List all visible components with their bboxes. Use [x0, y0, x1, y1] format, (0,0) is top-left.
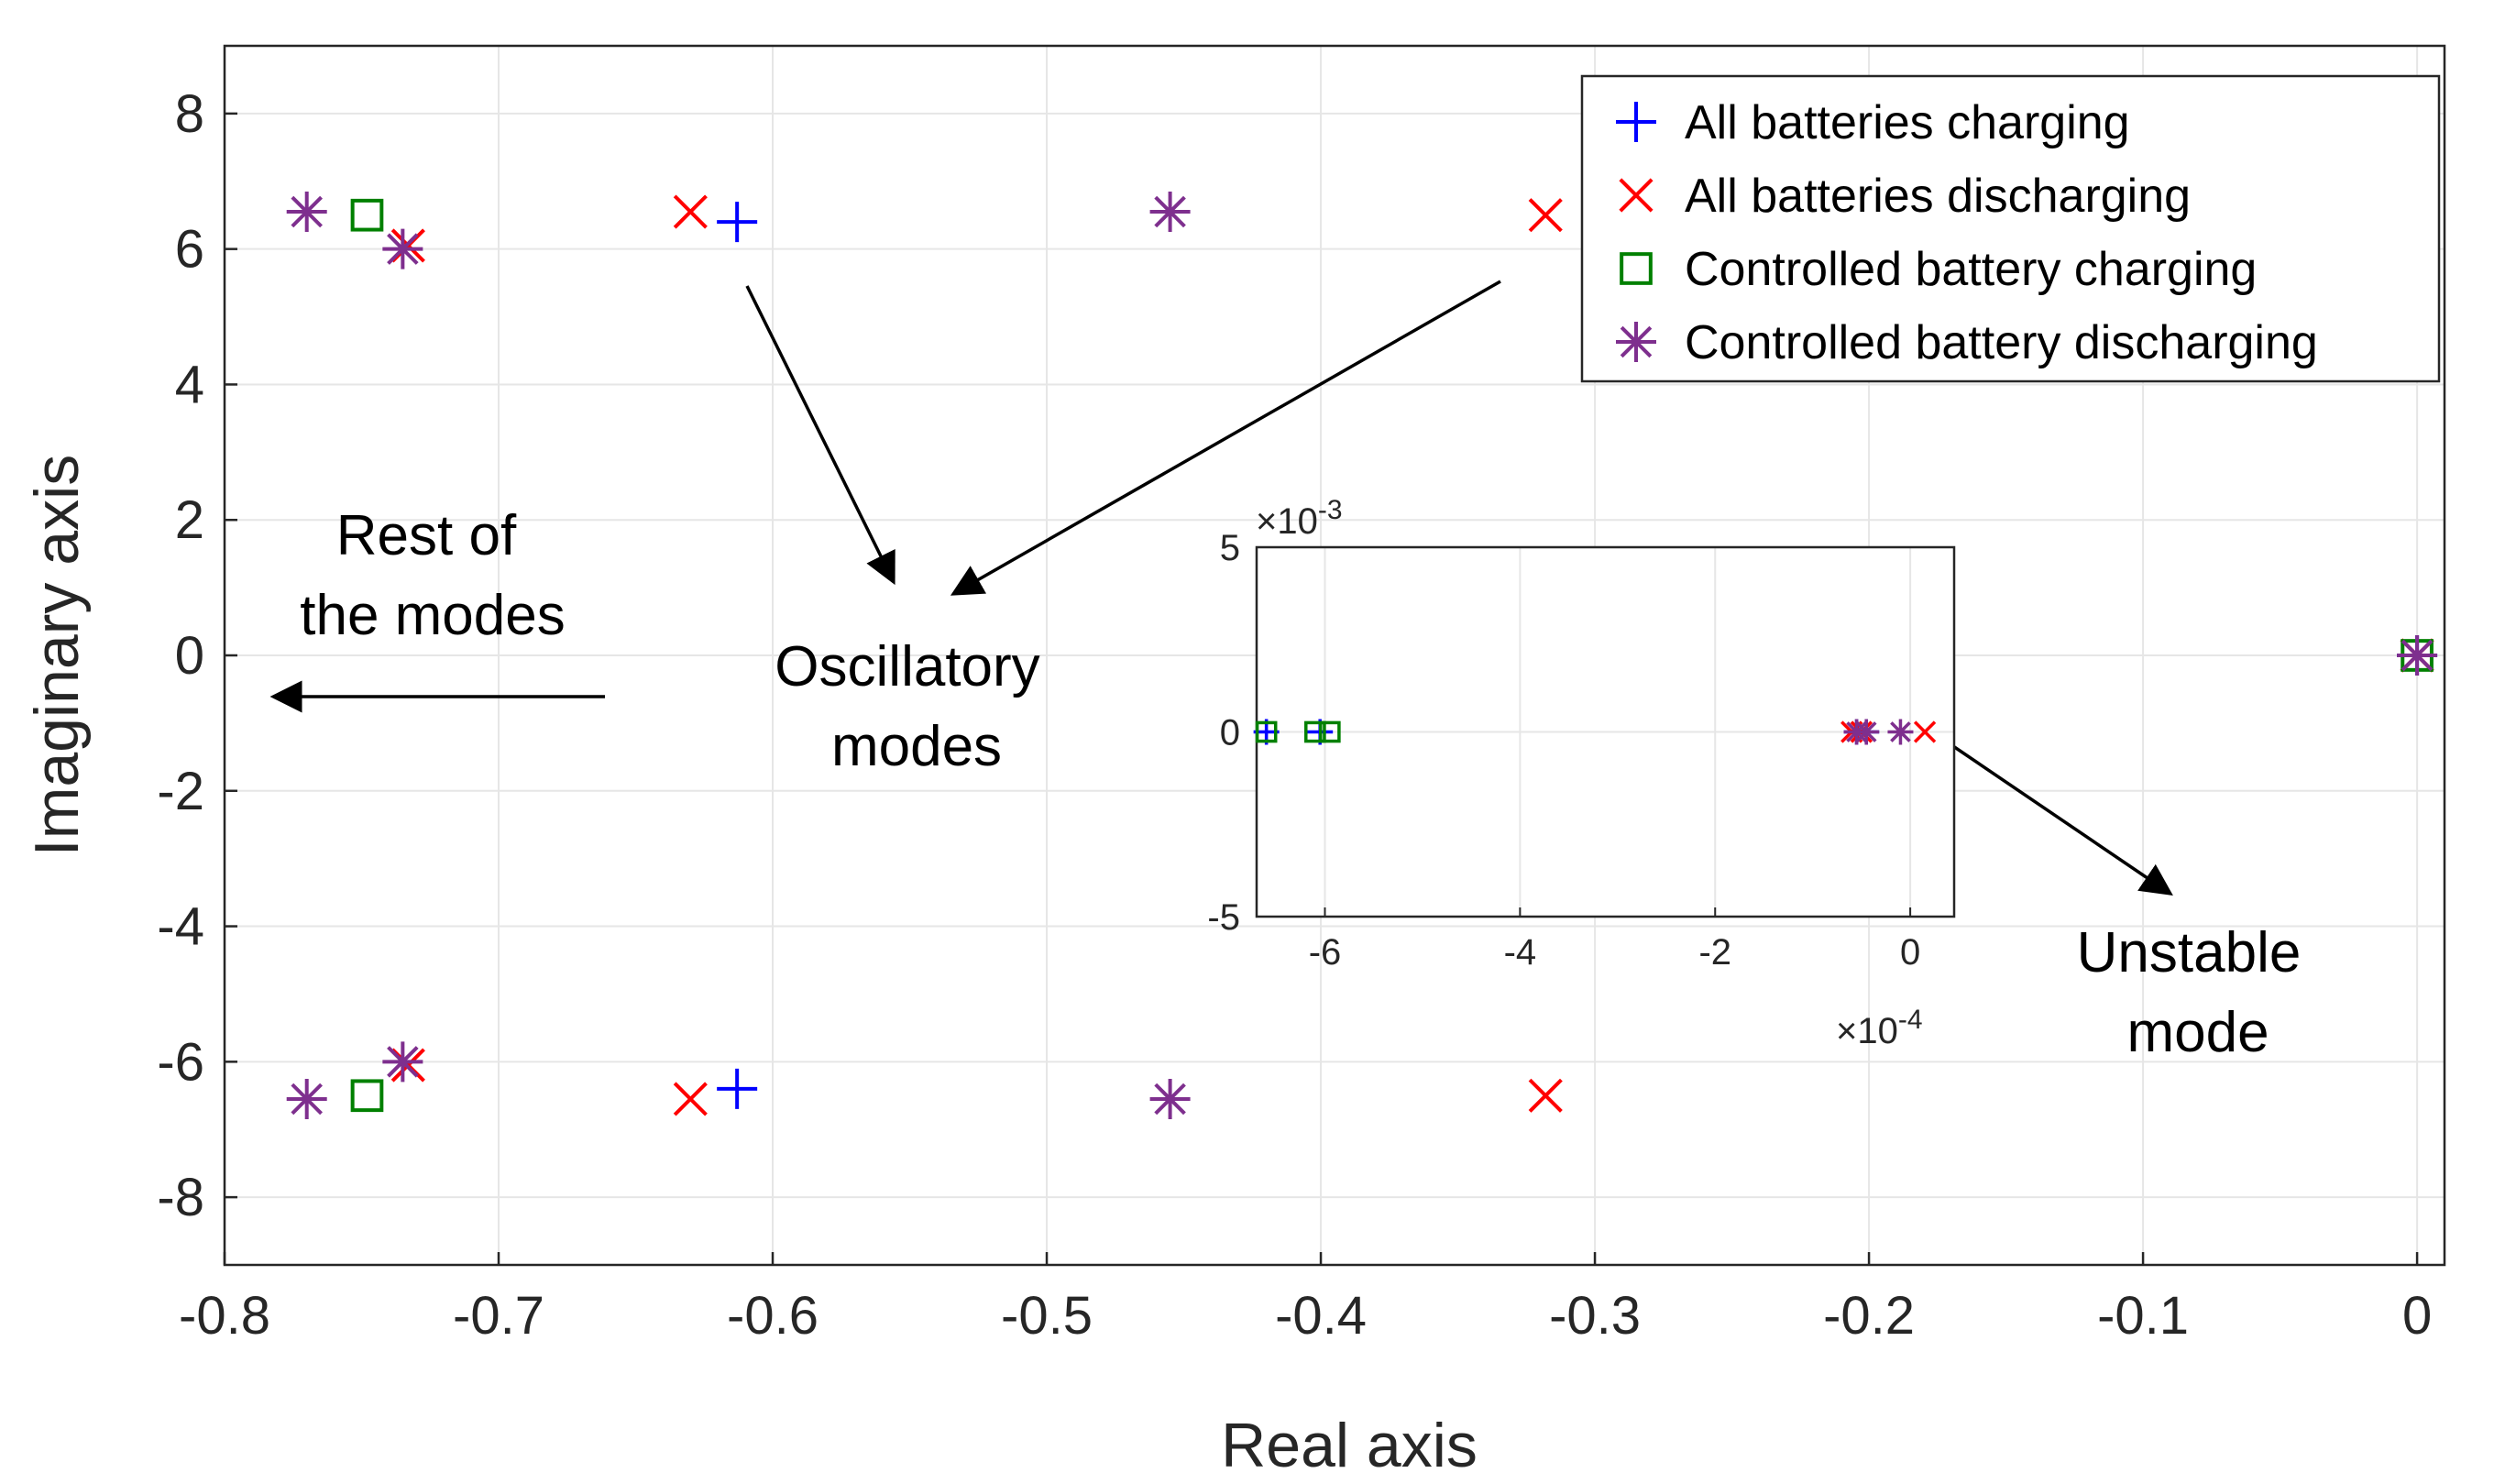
- legend-box: [1580, 74, 2441, 383]
- y-tick-label: 2: [175, 490, 204, 550]
- inset-data-points: [1253, 719, 1937, 745]
- inset-y-multiplier-base: ×10: [1256, 501, 1318, 542]
- inset-point-controlled-battery-discharging: [1853, 719, 1880, 745]
- inset-point-controlled-battery-charging: [1255, 720, 1278, 743]
- annotation-rest-line1: Rest of: [336, 504, 517, 567]
- x-tick-label: -0.2: [1823, 1286, 1915, 1346]
- x-tick-label: 0: [2402, 1286, 2432, 1346]
- legend-marker-controlled-battery-discharging: [1616, 322, 1656, 362]
- point-all-batteries-charging: [717, 1068, 758, 1109]
- point-controlled-battery-discharging: [1149, 1078, 1191, 1119]
- annotation-oscillatory-line2: modes: [831, 715, 1002, 778]
- inset-x-tick-label: -4: [1504, 932, 1537, 973]
- y-tick-label: 4: [175, 355, 204, 414]
- x-tick-label: -0.7: [453, 1286, 544, 1346]
- main-y-tick-labels: 8 6 4 2 0 -2 -4 -6 -8: [157, 84, 204, 1227]
- legend-marker-controlled-battery-charging: [1620, 252, 1653, 285]
- inset-point-controlled-battery-charging: [1304, 720, 1326, 743]
- point-all-batteries-discharging: [1528, 1078, 1563, 1113]
- point-all-batteries-discharging: [673, 1082, 708, 1116]
- annotation-unstable-line1: Unstable: [2077, 921, 2302, 984]
- inset-point-controlled-battery-discharging: [1887, 719, 1914, 745]
- x-tick-label: -0.5: [1001, 1286, 1093, 1346]
- x-tick-label: -0.3: [1549, 1286, 1641, 1346]
- inset-x-multiplier: ×10-4: [1836, 1005, 1923, 1051]
- inset-point-controlled-battery-charging: [1318, 720, 1341, 743]
- inset-x-multiplier-base: ×10: [1836, 1011, 1898, 1051]
- annotation-unstable-arrow: [1944, 739, 2173, 896]
- y-tick-label: 8: [175, 84, 204, 144]
- x-tick-label: -0.6: [727, 1286, 819, 1346]
- point-controlled-battery-discharging: [286, 1078, 327, 1119]
- inset-y-multiplier: ×10-3: [1256, 495, 1343, 542]
- inset-y-tick-label: -5: [1207, 897, 1240, 938]
- point-all-batteries-discharging: [673, 194, 708, 229]
- y-tick-label: -8: [157, 1168, 204, 1227]
- y-tick-label: -2: [157, 762, 204, 821]
- point-controlled-battery-discharging: [382, 1041, 423, 1083]
- legend-item-controlled-battery-charging: Controlled battery charging: [1620, 243, 2257, 296]
- annotation-rest-line2: the modes: [300, 584, 566, 647]
- y-axis-title: Imaginary axis: [22, 455, 92, 856]
- annotation-oscillatory-arrow-right: [950, 280, 1501, 596]
- legend-marker-all-batteries-charging: [1616, 102, 1656, 142]
- point-controlled-battery-charging: [350, 198, 384, 232]
- point-controlled-battery-discharging: [286, 192, 327, 233]
- annotation-oscillatory-line1: Oscillatory: [775, 635, 1039, 698]
- y-tick-label: 6: [175, 220, 204, 280]
- inset-y-tick-labels: 5 0 -5: [1207, 528, 1240, 938]
- inset-point-all-batteries-discharging: [1913, 720, 1937, 743]
- inset-x-multiplier-exp: -4: [1898, 1005, 1923, 1035]
- inset-x-tick-label: -6: [1309, 932, 1342, 973]
- x-axis-title: Real axis: [1221, 1411, 1478, 1480]
- inset-x-tick-label: 0: [1900, 932, 1920, 973]
- legend-item-all-batteries-charging: All batteries charging: [1616, 96, 2130, 149]
- inset-x-tick-label: -2: [1698, 932, 1731, 973]
- point-controlled-battery-discharging: [1149, 192, 1191, 233]
- point-controlled-battery-discharging: [2397, 635, 2438, 676]
- inset-y-tick-label: 0: [1220, 713, 1240, 753]
- inset-plot: -6 -4 -2 0 50-5 ×10-3 ×10-4: [1207, 495, 1956, 1051]
- y-tick-label: -6: [157, 1032, 204, 1092]
- x-tick-label: -0.8: [179, 1286, 270, 1346]
- point-controlled-battery-discharging: [382, 228, 423, 269]
- inset-y-multiplier-exp: -3: [1318, 495, 1343, 525]
- point-all-batteries-discharging: [1528, 198, 1563, 233]
- legend-label: All batteries discharging: [1685, 170, 2191, 223]
- legend-label: Controlled battery charging: [1685, 243, 2257, 296]
- inset-x-tick-labels: -6 -4 -2 0: [1309, 932, 1921, 973]
- main-plot-frame: [223, 44, 2446, 1267]
- point-all-batteries-charging: [717, 202, 758, 243]
- y-tick-label: 0: [175, 626, 204, 686]
- legend-marker-all-batteries-discharging: [1619, 178, 1654, 213]
- x-tick-label: -0.4: [1275, 1286, 1367, 1346]
- x-tick-label: -0.1: [2097, 1286, 2189, 1346]
- y-tick-label: -4: [157, 897, 204, 957]
- legend-label: All batteries charging: [1685, 96, 2130, 149]
- legend-label: Controlled battery discharging: [1685, 316, 2318, 369]
- main-data-points: [286, 192, 2438, 1119]
- legend: All batteries charging All batteries disc…: [1580, 74, 2441, 383]
- legend-item-controlled-battery-discharging: Controlled battery discharging: [1616, 316, 2318, 369]
- main-x-tick-labels: -0.8 -0.7 -0.6 -0.5 -0.4 -0.3 -0.2 -0.1 0: [179, 1286, 2432, 1346]
- inset-y-tick-label: 5: [1220, 528, 1240, 568]
- annotation-oscillatory-arrow-left: [745, 285, 895, 586]
- annotation-unstable-line2: mode: [2126, 1001, 2269, 1064]
- point-controlled-battery-charging: [350, 1079, 384, 1113]
- legend-item-all-batteries-discharging: All batteries discharging: [1619, 170, 2191, 223]
